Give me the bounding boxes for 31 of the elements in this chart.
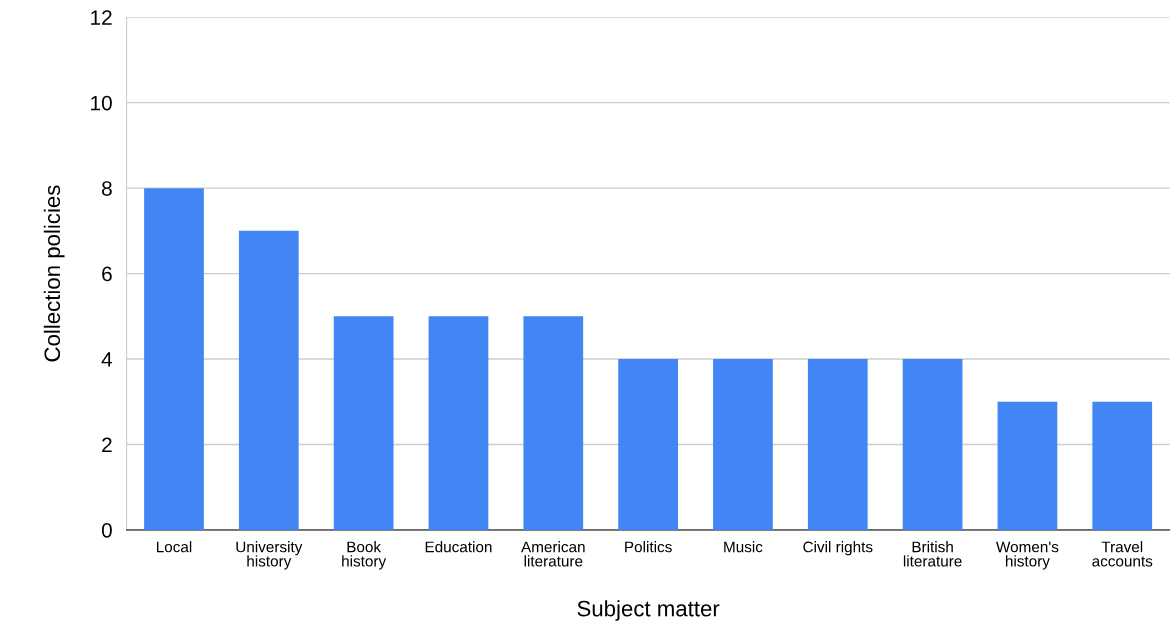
bar bbox=[807, 359, 868, 530]
bar bbox=[618, 359, 678, 530]
y-tick-label: 4 bbox=[101, 352, 113, 367]
y-tick-label: 2 bbox=[102, 437, 112, 453]
x-tick-label: Politics bbox=[625, 541, 672, 553]
x-tick-label: Civil rights bbox=[803, 541, 873, 556]
x-tick-label: American literature bbox=[521, 541, 585, 567]
bar bbox=[523, 316, 584, 530]
bar bbox=[902, 359, 963, 530]
x-axis-title: Subject matter bbox=[577, 600, 720, 621]
bar bbox=[238, 230, 299, 530]
bar bbox=[144, 188, 204, 530]
x-tick-label: Education bbox=[425, 541, 492, 553]
y-axis-title: Collection policies bbox=[43, 185, 65, 362]
bar bbox=[428, 316, 489, 530]
y-tick-label: 12 bbox=[91, 10, 112, 25]
bar bbox=[333, 316, 394, 530]
y-tick-label: 8 bbox=[102, 181, 112, 196]
x-tick-label: Music bbox=[724, 541, 763, 553]
y-tick-label: 10 bbox=[91, 95, 112, 111]
x-tick-label: Women's history bbox=[996, 541, 1059, 570]
bar bbox=[713, 359, 773, 530]
x-tick-label: Travel accounts bbox=[1092, 541, 1153, 567]
bar bbox=[1092, 401, 1153, 530]
x-tick-label: Local bbox=[156, 541, 192, 553]
x-tick-label: Book history bbox=[342, 541, 387, 570]
y-tick-label: 0 bbox=[101, 522, 112, 538]
y-tick-label: 6 bbox=[102, 266, 112, 282]
x-tick-label: British literature bbox=[903, 541, 962, 567]
bar bbox=[997, 401, 1058, 530]
x-tick-label: University history bbox=[236, 541, 303, 570]
